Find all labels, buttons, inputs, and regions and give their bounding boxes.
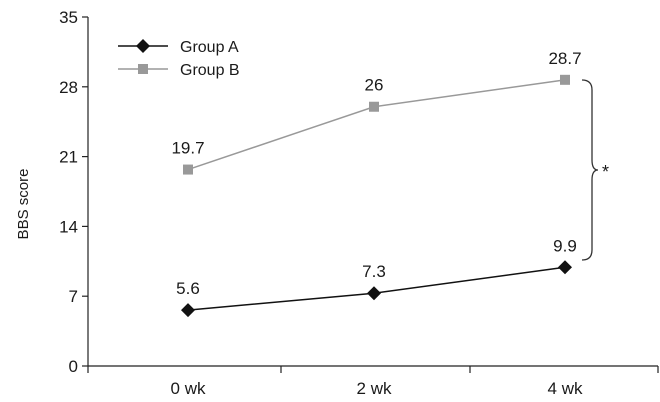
y-axis-title: BBS score: [15, 169, 32, 240]
y-tick-label: 21: [59, 148, 78, 167]
legend-label-group-a: Group A: [180, 39, 239, 56]
y-tick-label: 0: [69, 357, 78, 376]
legend-marker-group-a: [136, 39, 150, 53]
data-point-group-b: [369, 101, 379, 112]
data-label-group-b: 19.7: [171, 139, 204, 158]
legend-label-group-b: Group B: [180, 62, 240, 79]
series-group: [181, 74, 572, 318]
y-tick-label: 7: [69, 287, 78, 306]
ticks: 0 7 14 21 28 35 0 wk 2 wk 4 wk: [59, 8, 659, 398]
data-point-group-a: [181, 303, 195, 318]
data-label-group-b: 26: [365, 76, 384, 95]
y-tick-label: 28: [59, 78, 78, 97]
data-point-group-b: [183, 164, 193, 175]
significance-annotation: *: [581, 79, 609, 261]
data-point-group-a: [367, 286, 381, 301]
data-label-group-a: 9.9: [553, 236, 577, 255]
axes: [87, 17, 658, 367]
significance-brace: [581, 79, 599, 261]
x-tick-label: 2 wk: [357, 379, 392, 398]
data-label-group-b: 28.7: [548, 49, 581, 68]
y-tick-label: 14: [59, 217, 78, 236]
legend: Group A Group B: [118, 39, 240, 79]
legend-marker-group-b: [138, 64, 148, 74]
data-point-group-a: [558, 260, 572, 275]
significance-star: *: [602, 162, 609, 182]
y-tick-label: 35: [59, 8, 78, 27]
data-label-group-a: 7.3: [362, 262, 386, 281]
x-tick-label: 0 wk: [171, 379, 206, 398]
data-label-group-a: 5.6: [176, 279, 200, 298]
data-point-group-b: [560, 74, 570, 85]
data-labels: 5.6 7.3 9.9 19.7 26 28.7: [171, 49, 581, 298]
x-tick-label: 4 wk: [548, 379, 583, 398]
